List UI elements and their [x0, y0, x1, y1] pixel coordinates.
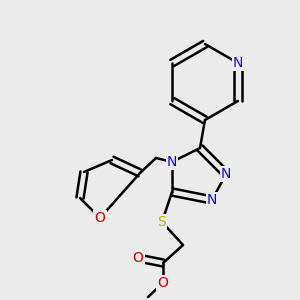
Text: N: N — [167, 155, 177, 169]
Text: O: O — [94, 211, 105, 225]
Text: S: S — [158, 215, 166, 229]
Text: O: O — [158, 276, 168, 290]
Text: N: N — [207, 193, 217, 207]
Text: O: O — [133, 251, 143, 265]
Text: N: N — [221, 167, 231, 181]
Text: N: N — [233, 56, 243, 70]
